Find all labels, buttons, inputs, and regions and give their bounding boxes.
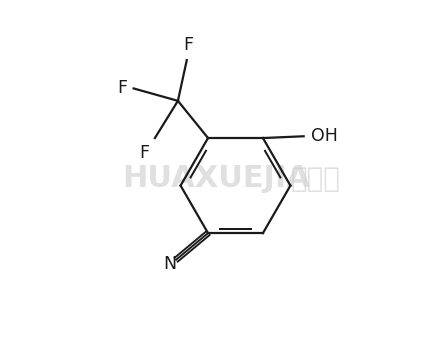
Text: HUAXUEJIA: HUAXUEJIA [122, 164, 310, 193]
Text: F: F [117, 80, 127, 97]
Text: F: F [184, 36, 194, 54]
Text: 化学加: 化学加 [290, 165, 340, 192]
Text: F: F [140, 145, 149, 162]
Text: ®: ® [274, 165, 285, 175]
Text: N: N [163, 255, 176, 273]
Text: OH: OH [311, 127, 338, 145]
